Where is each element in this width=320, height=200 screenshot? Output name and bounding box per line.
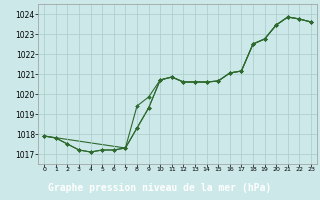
Text: Graphe pression niveau de la mer (hPa): Graphe pression niveau de la mer (hPa) (48, 183, 272, 193)
